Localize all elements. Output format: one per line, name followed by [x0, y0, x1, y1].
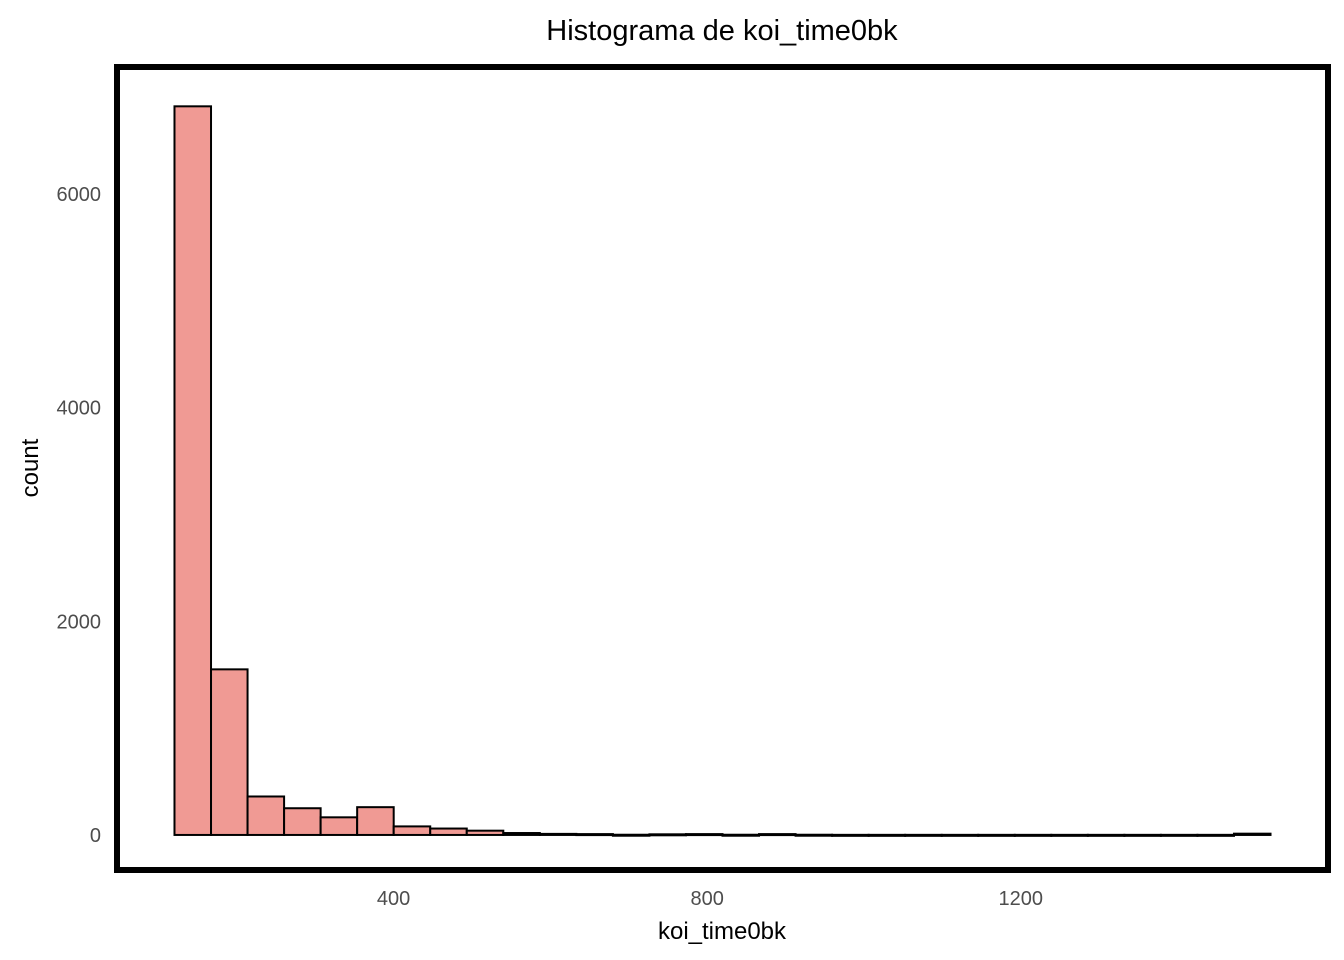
histogram-bar-9 — [502, 832, 541, 836]
histogram-bar-18 — [831, 833, 870, 837]
histogram-bar-21 — [940, 833, 980, 837]
histogram-bar-23 — [1013, 833, 1053, 837]
histogram-bar-15 — [721, 833, 761, 837]
histogram-bar-6 — [392, 825, 432, 836]
histogram-bar-1 — [210, 668, 249, 836]
y-tick-label: 0 — [90, 825, 101, 847]
histogram-bar-5 — [356, 806, 395, 836]
histogram-bar-17 — [794, 833, 834, 837]
bars-group — [173, 105, 1272, 837]
y-axis: 0 2000 4000 6000 — [57, 184, 102, 847]
x-axis: 400 800 1200 — [377, 888, 1043, 910]
x-tick-label: 1200 — [999, 888, 1044, 910]
x-tick-label: 800 — [691, 888, 724, 910]
y-axis-title: count — [17, 438, 44, 497]
histogram-bar-22 — [977, 833, 1016, 837]
histogram-bar-24 — [1050, 833, 1089, 837]
histogram-bar-25 — [1086, 833, 1126, 837]
y-tick-label: 2000 — [57, 611, 102, 633]
panel-border — [114, 64, 1331, 873]
x-axis-title: koi_time0bk — [658, 918, 787, 945]
histogram-bar-11 — [575, 833, 614, 837]
histogram-bar-4 — [319, 816, 359, 836]
histogram-bar-29 — [1232, 832, 1272, 836]
histogram-bar-20 — [904, 833, 943, 837]
histogram-bar-26 — [1123, 833, 1162, 837]
histogram-bar-2 — [246, 795, 286, 836]
histogram-bar-8 — [465, 829, 505, 836]
histogram-bar-19 — [867, 833, 907, 837]
chart-title: Histograma de koi_time0bk — [546, 15, 898, 47]
histogram-bar-16 — [758, 833, 797, 837]
histogram-bar-3 — [283, 807, 322, 836]
histogram-bar-10 — [538, 832, 578, 836]
histogram-bar-7 — [429, 827, 468, 836]
histogram-bar-27 — [1159, 833, 1199, 837]
y-tick-label: 4000 — [57, 398, 102, 420]
y-tick-label: 6000 — [57, 184, 102, 206]
histogram-bar-12 — [611, 833, 651, 837]
histogram-bar-14 — [684, 833, 724, 837]
histogram-bar-13 — [648, 833, 687, 837]
histogram-bar-0 — [173, 105, 213, 836]
histogram-bar-28 — [1196, 833, 1235, 837]
x-tick-label: 400 — [377, 888, 410, 910]
